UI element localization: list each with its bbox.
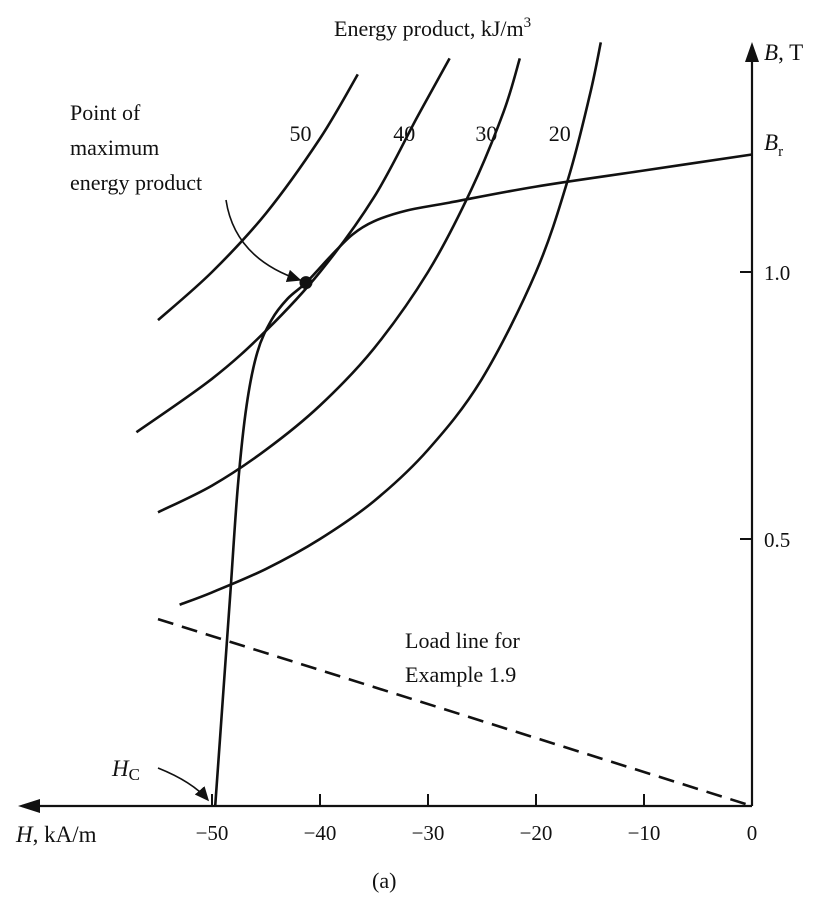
x-axis-symbol: H <box>15 822 34 847</box>
y-tick-label: 0.5 <box>764 528 790 552</box>
energy-contour-30 <box>157 58 522 514</box>
x-axis-unit: , kA/m <box>33 822 97 847</box>
y-axis-unit: , T <box>778 40 803 65</box>
max-point-label-line-2: maximum <box>70 135 159 160</box>
x-axis-arrow-icon <box>18 799 40 813</box>
energy-contour-label: 50 <box>290 121 312 146</box>
br-subscript: r <box>778 144 783 160</box>
hc-subscript: C <box>129 765 140 784</box>
energy-contour-40 <box>135 57 451 434</box>
load-line <box>157 617 753 808</box>
max-point-label-line-3: energy product <box>70 170 202 195</box>
x-axis-label: H, kA/m <box>15 822 97 847</box>
energy-contour-label: 40 <box>393 121 415 146</box>
y-axis-label: B, T <box>764 40 803 65</box>
energy-contour-50 <box>157 73 359 322</box>
br-symbol: B <box>764 130 778 155</box>
y-tick-label: 1.0 <box>764 261 790 285</box>
demagnetization-curve <box>213 153 753 807</box>
hc-pointer <box>157 767 210 802</box>
x-tick-label: −40 <box>304 821 337 845</box>
x-tick-label: −20 <box>520 821 553 845</box>
load-line-label-line-1: Load line for <box>405 628 521 653</box>
x-tick-label: 0 <box>747 821 758 845</box>
energy-product-title: Energy product, kJ/m3 <box>334 15 531 41</box>
x-tick-label: −10 <box>628 821 661 845</box>
y-axis-symbol: B <box>764 40 778 65</box>
hc-symbol: H <box>111 756 130 781</box>
energy-contour-label: 30 <box>475 121 497 146</box>
x-tick-label: −50 <box>196 821 229 845</box>
energy-contour-20 <box>179 42 603 606</box>
energy-contour-label: 20 <box>549 121 571 146</box>
max-point-label-line-1: Point of <box>70 100 141 125</box>
y-axis-arrow-icon <box>745 42 759 62</box>
figure-caption: (a) <box>372 868 396 893</box>
max-point-pointer <box>225 199 302 283</box>
x-tick-label: −30 <box>412 821 445 845</box>
load-line-label-line-2: Example 1.9 <box>405 662 516 687</box>
max-energy-point <box>299 276 313 290</box>
energy-product-text: Energy product, kJ/m <box>334 16 524 41</box>
hc-label: HC <box>111 756 140 784</box>
br-label: Br <box>764 130 783 160</box>
energy-product-superscript: 3 <box>524 15 532 31</box>
